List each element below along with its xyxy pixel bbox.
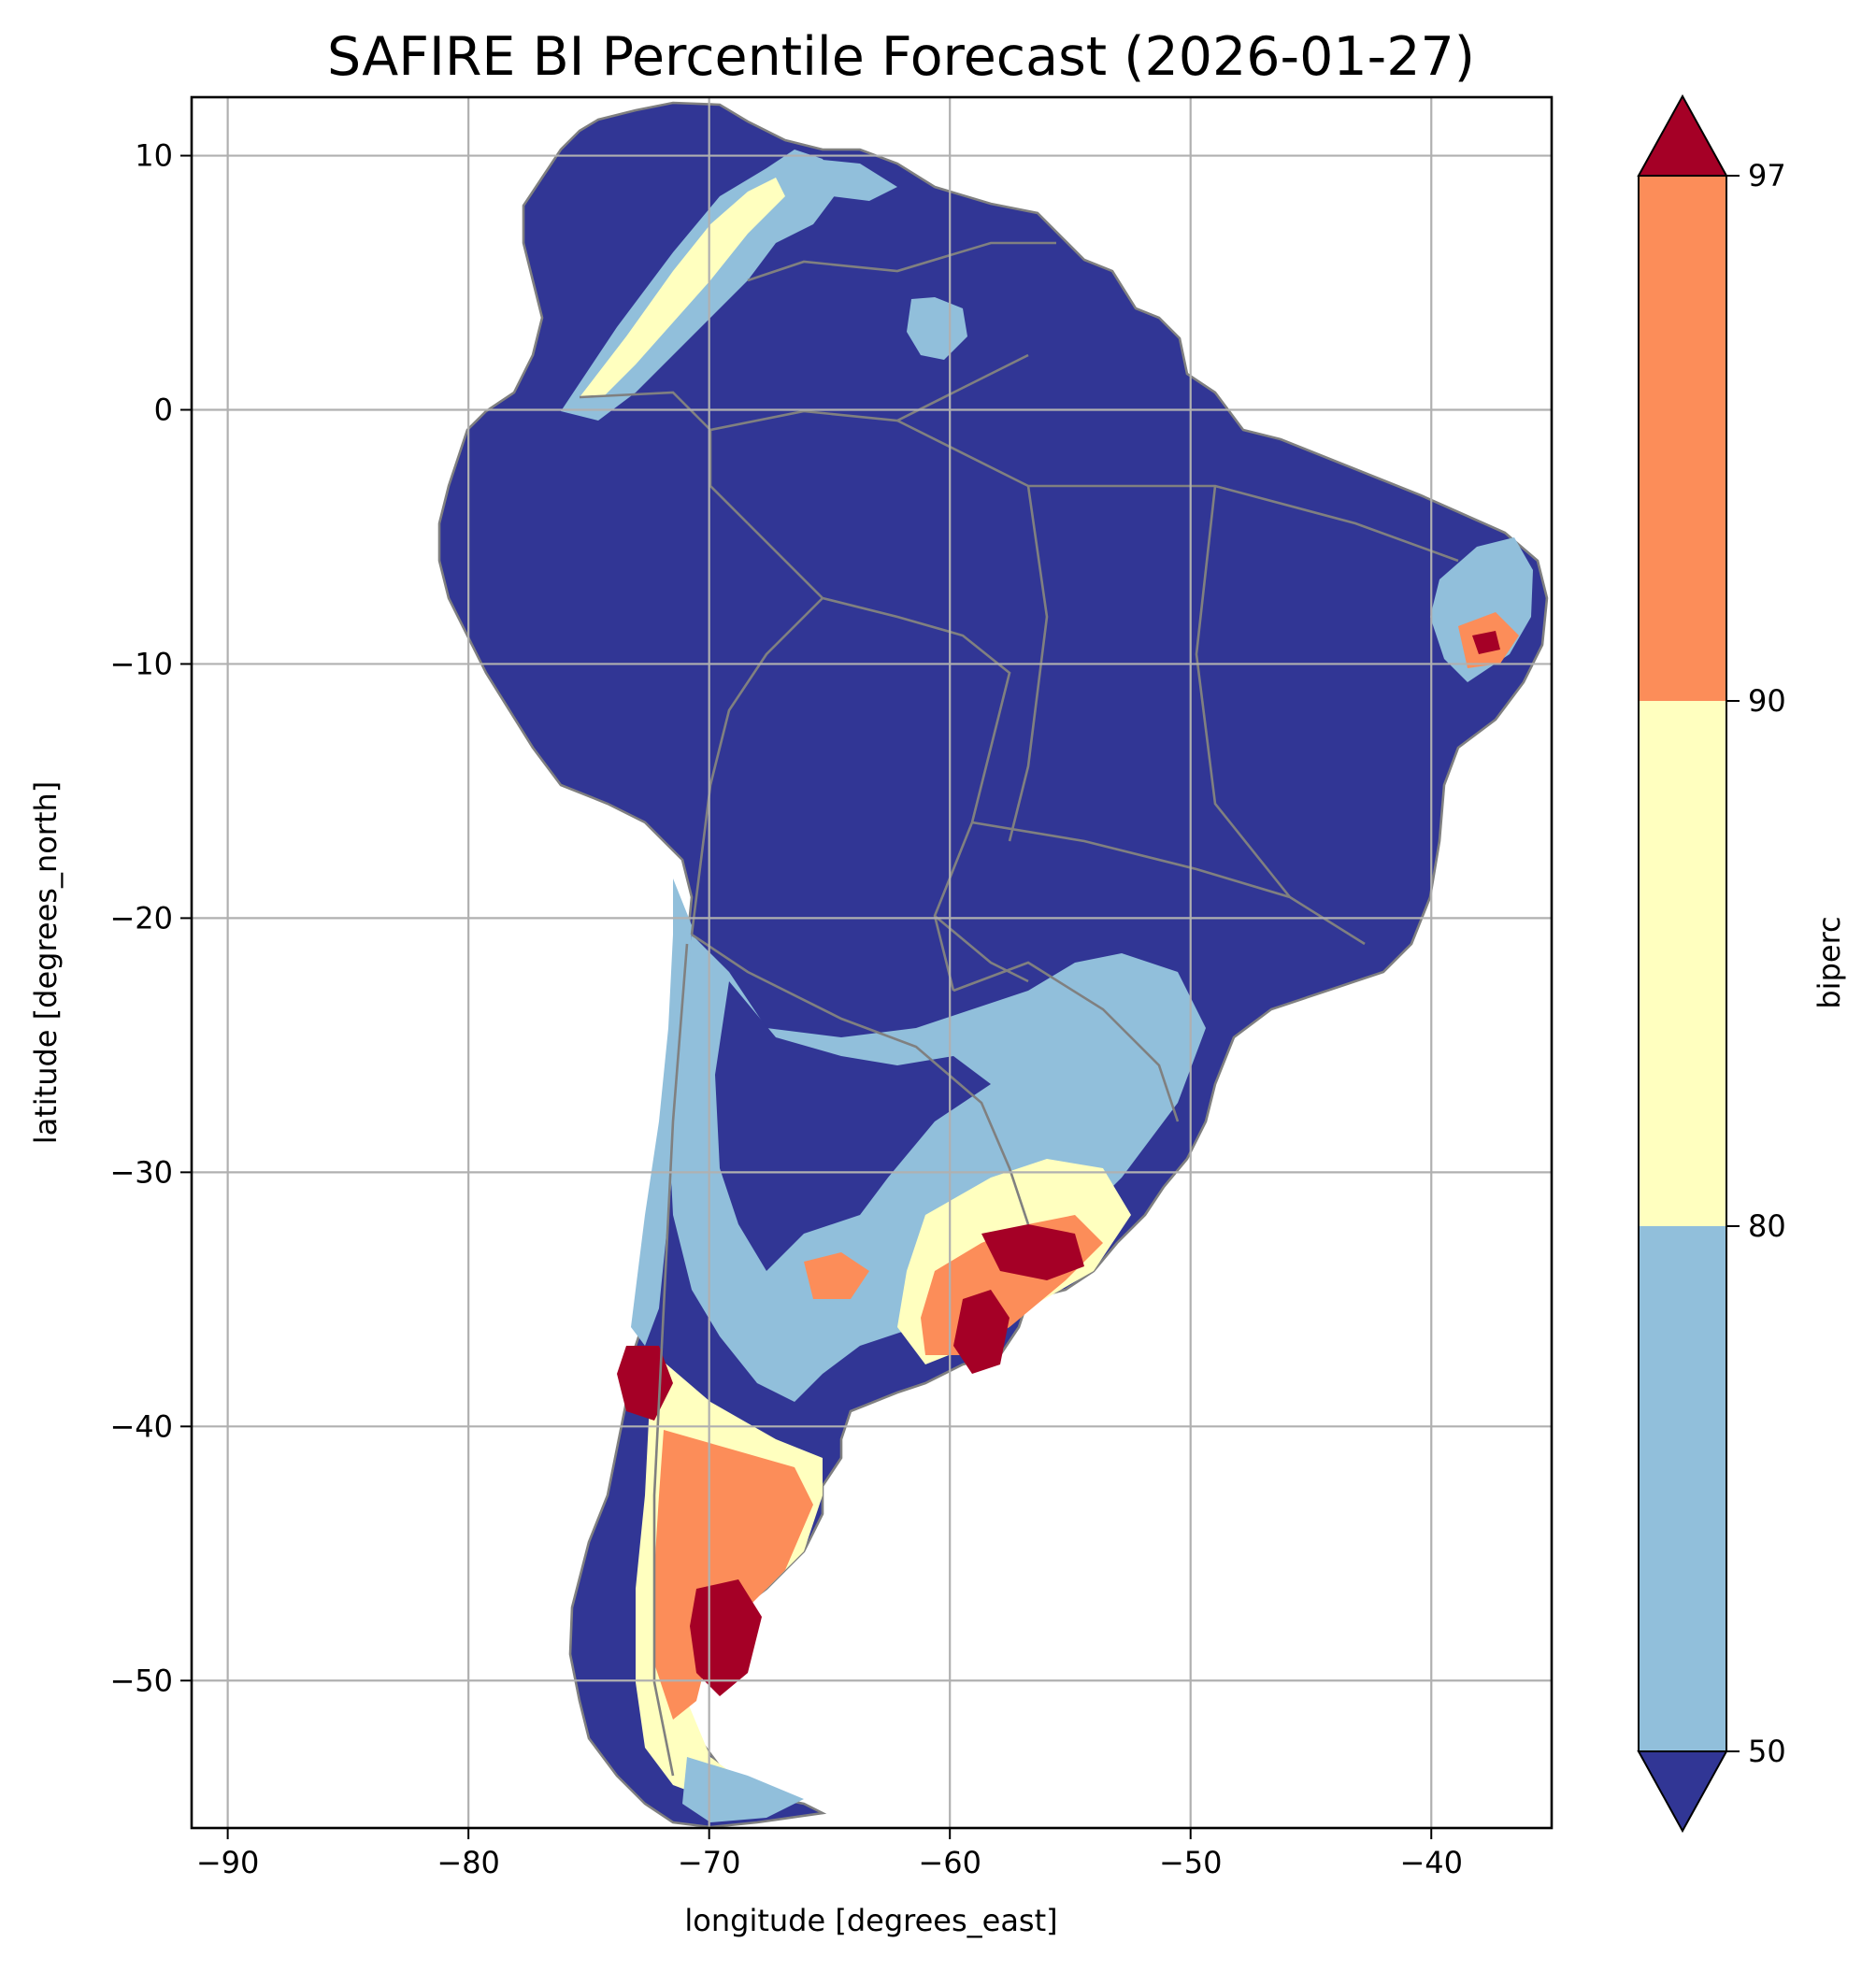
colorbar-tick-90: 90 [1748, 683, 1786, 719]
map-title: SAFIRE BI Percentile Forecast (2026-01-2… [327, 26, 1475, 88]
band-80-90-northern-andes [580, 178, 785, 397]
band-above-97-northeast-brazil [1472, 631, 1500, 654]
x-tick-label: −90 [196, 1845, 260, 1880]
colorbar-tick-97: 97 [1748, 158, 1786, 193]
colorbar-frame [1638, 175, 1727, 1752]
band-above-97-santa-cruz [690, 1579, 762, 1696]
band-above-97-uruguay [981, 1224, 1084, 1280]
x-tick-label: −50 [1159, 1845, 1223, 1880]
colorbar-segment-80-90 [1639, 701, 1726, 1226]
x-axis-ticks: −90 −80 −70 −60 −50 −40 [196, 1828, 1463, 1880]
y-axis-ticks: 10 0 −10 −20 −30 −40 −50 [109, 138, 192, 1698]
band-50-80-andes-chile [631, 878, 692, 1346]
colorbar-extend-bottom [1637, 1750, 1728, 1834]
colorbar-tick-50: 50 [1748, 1734, 1786, 1769]
band-above-97-buenos-aires [953, 1290, 1010, 1374]
y-axis-label: latitude [degrees_north] [28, 781, 64, 1145]
band-50-80-caribbean [813, 159, 897, 201]
gridlines [192, 97, 1552, 1828]
colorbar-tick-80: 80 [1748, 1208, 1786, 1244]
x-tick-label: −60 [918, 1845, 981, 1880]
map-plot-area [192, 97, 1552, 1828]
band-50-80-tierra-del-fuego [682, 1757, 804, 1822]
y-tick-label: 0 [154, 393, 173, 428]
colorbar: 97 90 80 50 biperc [1637, 93, 1847, 1834]
y-tick-label: −30 [109, 1154, 173, 1190]
map-axes-frame [190, 95, 1554, 1830]
y-tick-label: −50 [109, 1663, 173, 1698]
band-below-50-central-gap [715, 981, 991, 1271]
y-tick-label: −40 [109, 1408, 173, 1444]
colorbar-segment-90-97 [1639, 176, 1726, 701]
band-90-97-la-pampa [804, 1252, 869, 1299]
x-tick-label: −40 [1399, 1845, 1463, 1880]
x-tick-label: −70 [678, 1845, 741, 1880]
y-tick-label: −10 [109, 646, 173, 681]
colorbar-label: biperc [1812, 916, 1847, 1008]
country-borders [579, 241, 1459, 1777]
band-50-80-guiana-highlands [907, 297, 967, 360]
colorbar-segment-50-80 [1639, 1226, 1726, 1751]
x-axis-label: longitude [degrees_east] [684, 1903, 1057, 1938]
y-tick-label: −20 [109, 900, 173, 936]
x-tick-label: −80 [437, 1845, 500, 1880]
colorbar-extend-top [1637, 93, 1728, 177]
y-tick-label: 10 [135, 138, 173, 174]
